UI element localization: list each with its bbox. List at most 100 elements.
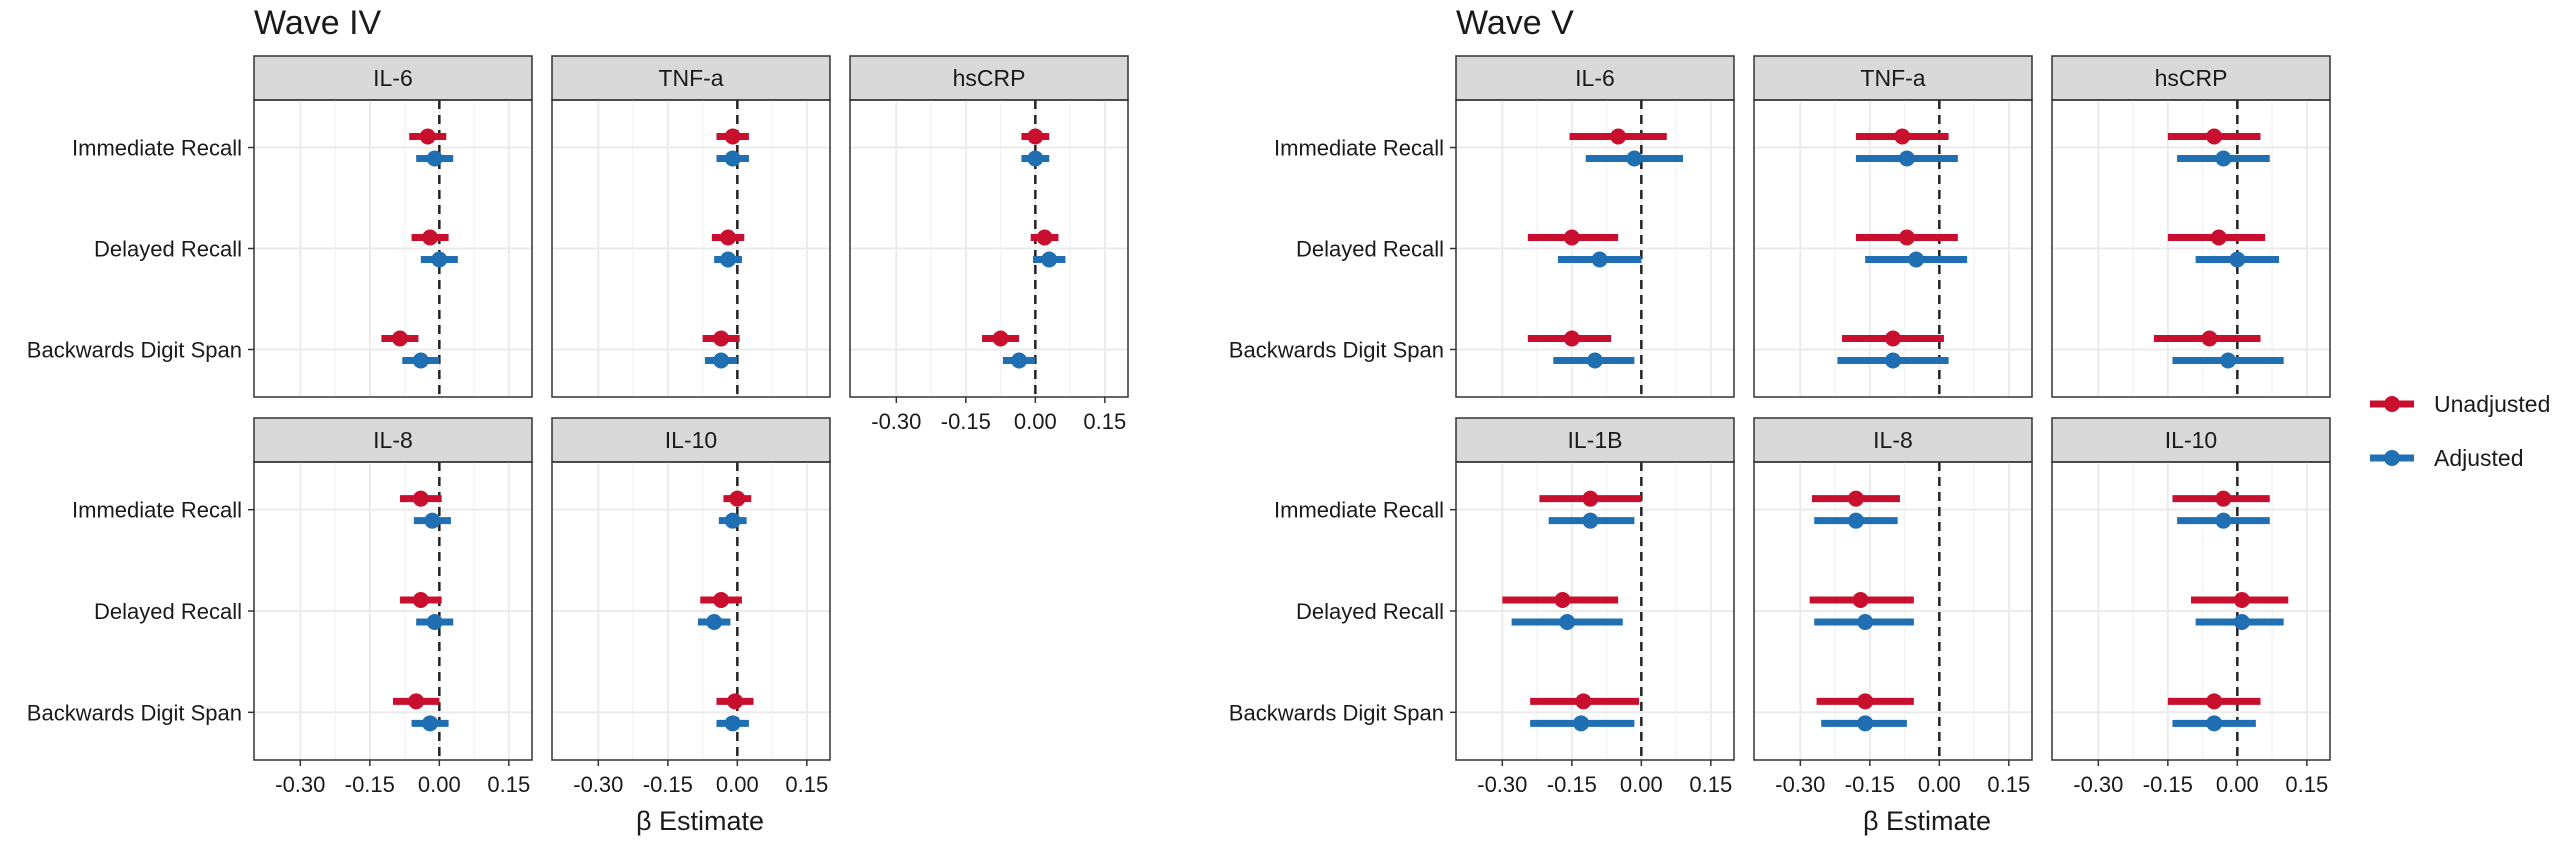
- point-estimate: [992, 330, 1009, 347]
- point-estimate: [1852, 592, 1869, 608]
- panel-grid: [552, 100, 830, 397]
- panel-strip-label: TNF-a: [658, 65, 723, 91]
- point-estimate: [713, 330, 730, 347]
- point-estimate: [724, 150, 741, 167]
- point-estimate: [1908, 251, 1925, 268]
- series-unadjusted: [2167, 490, 2289, 710]
- legend-key-point: [2384, 396, 2400, 412]
- point-estimate: [1898, 150, 1915, 167]
- point-estimate: [1582, 512, 1599, 529]
- point-estimate: [1041, 251, 1058, 268]
- panel-border: [849, 99, 1129, 398]
- wave-v-x-axis-label: β Estimate: [1863, 806, 1991, 836]
- point-estimate: [1573, 715, 1590, 732]
- y-tick-label: Immediate Recall: [72, 498, 242, 523]
- series-unadjusted: [700, 490, 754, 710]
- panel-grid: [1456, 462, 1734, 760]
- wave-v-panel-il-8: IL-8 -0.30 -0.15 0.00 0.15: [1753, 417, 2033, 797]
- panel-grid: [850, 100, 1128, 397]
- panel-strip-label: TNF-a: [1860, 65, 1925, 91]
- point-estimate: [1582, 490, 1599, 507]
- series-adjusted: [2172, 150, 2284, 369]
- series-adjusted: [1814, 512, 1914, 732]
- panel-strip-label: IL-8: [373, 427, 413, 453]
- point-estimate: [426, 614, 443, 630]
- x-tick-label: -0.15: [345, 772, 395, 797]
- series-unadjusted: [1527, 128, 1667, 347]
- point-estimate: [1563, 330, 1580, 347]
- point-estimate: [426, 150, 443, 167]
- wave-v-panel-il-6: IL-6 Immediate Recall Delayed Recall Backwa…: [1229, 55, 1735, 398]
- point-estimate: [1894, 128, 1911, 145]
- panel-grid: [2052, 100, 2330, 397]
- wave-v-panel-il-10: IL-10 -0.30 -0.15 0.00 0.15: [2051, 417, 2331, 797]
- x-tick-label: -0.15: [1845, 772, 1895, 797]
- panel-strip: [551, 55, 831, 101]
- legend-item-unadjusted: Unadjusted: [2370, 391, 2550, 417]
- series-adjusted: [1511, 512, 1635, 732]
- point-estimate: [2201, 330, 2218, 347]
- panel-grid: [1754, 462, 2032, 760]
- x-tick-label: 0.00: [2216, 772, 2259, 797]
- point-estimate: [2220, 352, 2237, 369]
- panel-strip: [2051, 55, 2331, 101]
- series-unadjusted: [1502, 490, 1642, 710]
- point-estimate: [422, 229, 439, 246]
- point-estimate: [727, 693, 744, 710]
- panel-strip-label: IL-10: [665, 427, 717, 453]
- x-tick-label: 0.00: [1014, 409, 1057, 434]
- y-tick-label: Backwards Digit Span: [1229, 700, 1444, 725]
- point-estimate: [1011, 352, 1028, 369]
- panel-grid: [254, 462, 532, 760]
- y-tick-label: Backwards Digit Span: [1229, 337, 1444, 362]
- point-estimate: [1563, 229, 1580, 246]
- point-estimate: [2233, 614, 2250, 630]
- panel-strip: [551, 417, 831, 463]
- panel-strip: [253, 55, 533, 101]
- point-estimate: [431, 251, 448, 268]
- series-adjusted: [2172, 512, 2284, 732]
- series-unadjusted: [982, 128, 1059, 347]
- point-estimate: [2233, 592, 2250, 608]
- wave-v-panel-il-1b: IL-1B Immediate Recall Delayed Recall Backw…: [1229, 417, 1735, 797]
- point-estimate: [412, 592, 429, 608]
- panel-strip-label: IL-1B: [1568, 427, 1623, 453]
- point-estimate: [2215, 512, 2232, 529]
- series-unadjusted: [2153, 128, 2266, 347]
- x-tick-label: -0.15: [941, 409, 991, 434]
- point-estimate: [1857, 693, 1874, 710]
- wave-iv-panel-il-8: IL-8 Immediate Recall Delayed Recall Backwa…: [27, 417, 533, 797]
- panel-grid: [1754, 100, 2032, 397]
- wave-iv-title: Wave IV: [254, 4, 382, 42]
- point-estimate: [412, 490, 429, 507]
- wave-iv-x-axis-label: β Estimate: [636, 806, 764, 836]
- x-tick-label: 0.00: [1620, 772, 1663, 797]
- point-estimate: [724, 715, 741, 732]
- point-estimate: [422, 715, 439, 732]
- series-adjusted: [704, 150, 749, 369]
- point-estimate: [412, 352, 429, 369]
- point-estimate: [424, 512, 441, 529]
- point-estimate: [1587, 352, 1603, 369]
- panel-strip-label: hsCRP: [2155, 65, 2228, 91]
- x-tick-label: -0.15: [1547, 772, 1597, 797]
- point-estimate: [1857, 715, 1874, 732]
- y-tick-label: Delayed Recall: [94, 599, 242, 624]
- panel-border: [551, 461, 831, 761]
- point-estimate: [713, 352, 730, 369]
- y-tick-label: Backwards Digit Span: [27, 337, 242, 362]
- point-estimate: [2206, 715, 2223, 732]
- point-estimate: [713, 592, 730, 608]
- point-estimate: [391, 330, 408, 347]
- series-adjusted: [1002, 150, 1066, 369]
- x-tick-label: -0.30: [275, 772, 325, 797]
- panel-border: [1753, 461, 2033, 761]
- y-tick-label: Immediate Recall: [1274, 498, 1444, 523]
- panel-strip-label: IL-6: [1575, 65, 1615, 91]
- point-estimate: [1559, 614, 1576, 630]
- y-tick-label: Delayed Recall: [1296, 237, 1444, 262]
- wave-v-title: Wave V: [1456, 4, 1574, 42]
- panel-grid: [552, 462, 830, 760]
- x-tick-label: 0.00: [418, 772, 461, 797]
